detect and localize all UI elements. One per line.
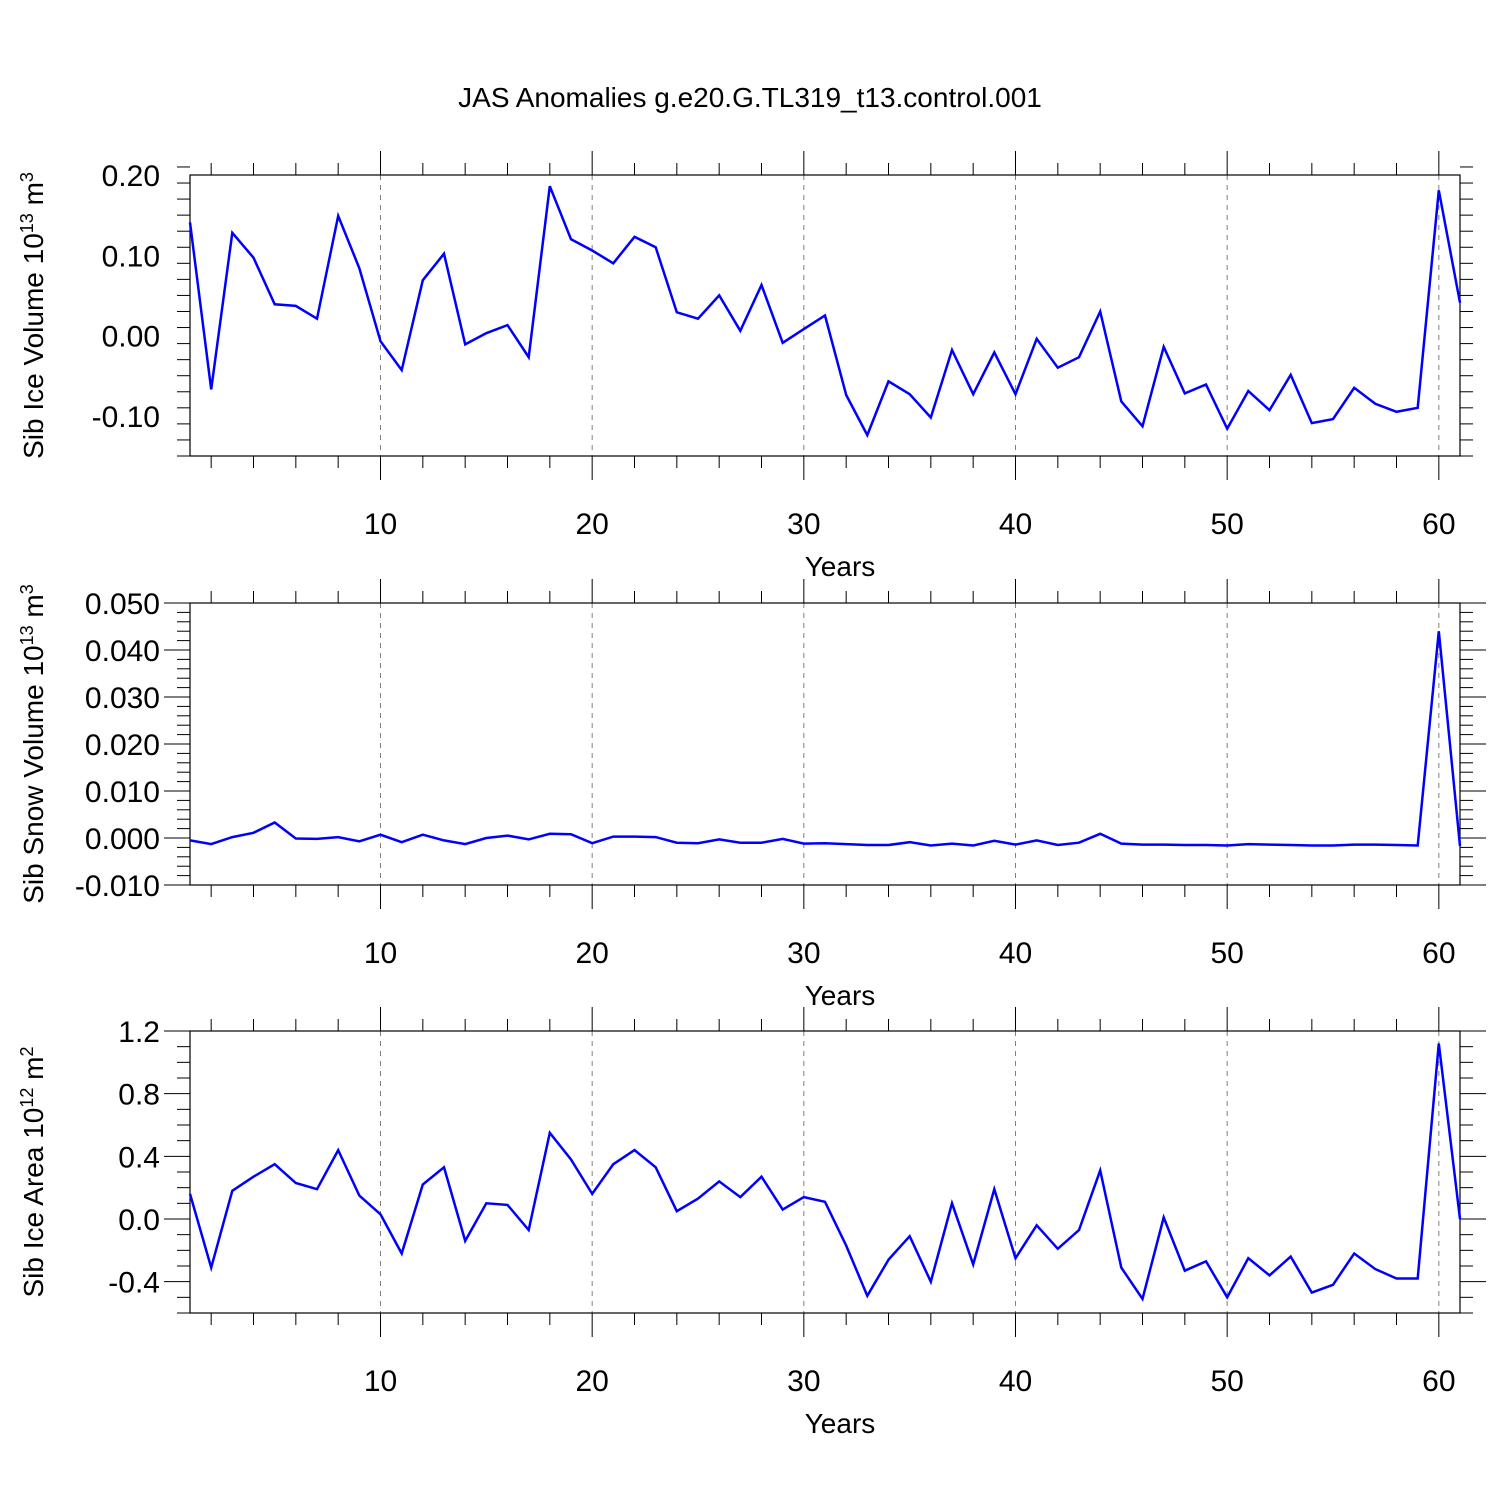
y-axis-title-text: Sib Snow Volume 10 xyxy=(18,645,49,903)
y-tick-label: 0.010 xyxy=(85,776,160,809)
y-axis-title-unit: m xyxy=(18,594,49,625)
y-tick-label: 0.030 xyxy=(85,682,160,715)
x-tick-label: 30 xyxy=(787,1365,820,1398)
y-tick-label: -0.4 xyxy=(108,1267,160,1300)
y-tick-label: 0.8 xyxy=(118,1079,160,1112)
x-tick-label: 50 xyxy=(1210,508,1243,541)
y-axis-title: Sib Snow Volume 1013 m3 xyxy=(17,584,49,904)
y-tick-label: 0.20 xyxy=(102,160,160,193)
x-tick-label: 20 xyxy=(575,508,608,541)
y-axis-title-text: Sib Ice Volume 10 xyxy=(18,233,49,459)
y-tick-label: 0.020 xyxy=(85,729,160,762)
y-tick-label: 0.000 xyxy=(85,823,160,856)
y-axis-title: Sib Ice Area 1012 m2 xyxy=(17,1046,49,1297)
y-tick-label: -0.10 xyxy=(92,401,160,434)
y-axis-title-exponent: 13 xyxy=(17,625,37,645)
y-tick-label: 0.040 xyxy=(85,635,160,668)
chart-panel-3: 10 20 30 40 50 60 1.2 0.8 0.4 0.0 -0.4 Years Sib Ice… xyxy=(17,1007,1486,1439)
x-tick-label: 40 xyxy=(999,1365,1032,1398)
y-axis-title-exponent: 12 xyxy=(17,1088,37,1108)
series-line xyxy=(189,631,1462,847)
y-tick-label: 0.4 xyxy=(118,1141,160,1174)
y-axis-title-text: Sib Ice Area 10 xyxy=(18,1108,49,1298)
x-tick-label: 20 xyxy=(575,1365,608,1398)
series-line xyxy=(188,185,1462,439)
figure-title: JAS Anomalies g.e20.G.TL319_t13.control.… xyxy=(458,82,1042,113)
x-tick-label: 30 xyxy=(787,937,820,970)
y-axis-title-exponent: 3 xyxy=(17,584,37,594)
x-axis-title: Years xyxy=(805,551,876,582)
x-tick-label: 10 xyxy=(364,508,397,541)
y-tick-label: 0.0 xyxy=(118,1204,160,1237)
x-tick-label: 10 xyxy=(364,1365,397,1398)
y-axis-title-exponent: 13 xyxy=(17,213,37,233)
x-tick-label: 50 xyxy=(1210,1365,1243,1398)
x-tick-label: 60 xyxy=(1422,1365,1455,1398)
y-tick-label: 0.10 xyxy=(102,240,160,273)
chart-panel-2: 10 20 30 40 50 60 0.050 0.040 0.030 0.020 0.010 0.0… xyxy=(17,579,1486,1011)
x-tick-label: 10 xyxy=(364,937,397,970)
y-tick-label: 1.2 xyxy=(118,1016,160,1049)
x-tick-label: 50 xyxy=(1210,937,1243,970)
y-axis-title-unit: m xyxy=(18,1056,49,1087)
x-tick-label: 30 xyxy=(787,508,820,541)
y-tick-label: 0.00 xyxy=(102,321,160,354)
x-tick-label: 40 xyxy=(999,937,1032,970)
x-axis-title: Years xyxy=(805,980,876,1011)
y-axis-title-exponent: 3 xyxy=(17,172,37,182)
x-tick-label: 60 xyxy=(1422,937,1455,970)
x-axis-title: Years xyxy=(805,1408,876,1439)
y-tick-label: 0.050 xyxy=(85,588,160,621)
y-axis-title-exponent: 2 xyxy=(17,1046,37,1056)
plot-frame xyxy=(189,174,1461,457)
x-tick-label: 20 xyxy=(575,937,608,970)
y-tick-label: -0.010 xyxy=(75,870,160,903)
x-tick-label: 60 xyxy=(1422,508,1455,541)
y-axis-title: Sib Ice Volume 1013 m3 xyxy=(17,172,49,459)
y-axis-title-unit: m xyxy=(18,182,49,213)
x-tick-label: 40 xyxy=(999,508,1032,541)
chart-panel-1: 10 20 30 40 50 60 0.20 0.10 0.00 -0.10 Years Sib Ic… xyxy=(17,151,1473,582)
series-line xyxy=(188,1043,1462,1302)
